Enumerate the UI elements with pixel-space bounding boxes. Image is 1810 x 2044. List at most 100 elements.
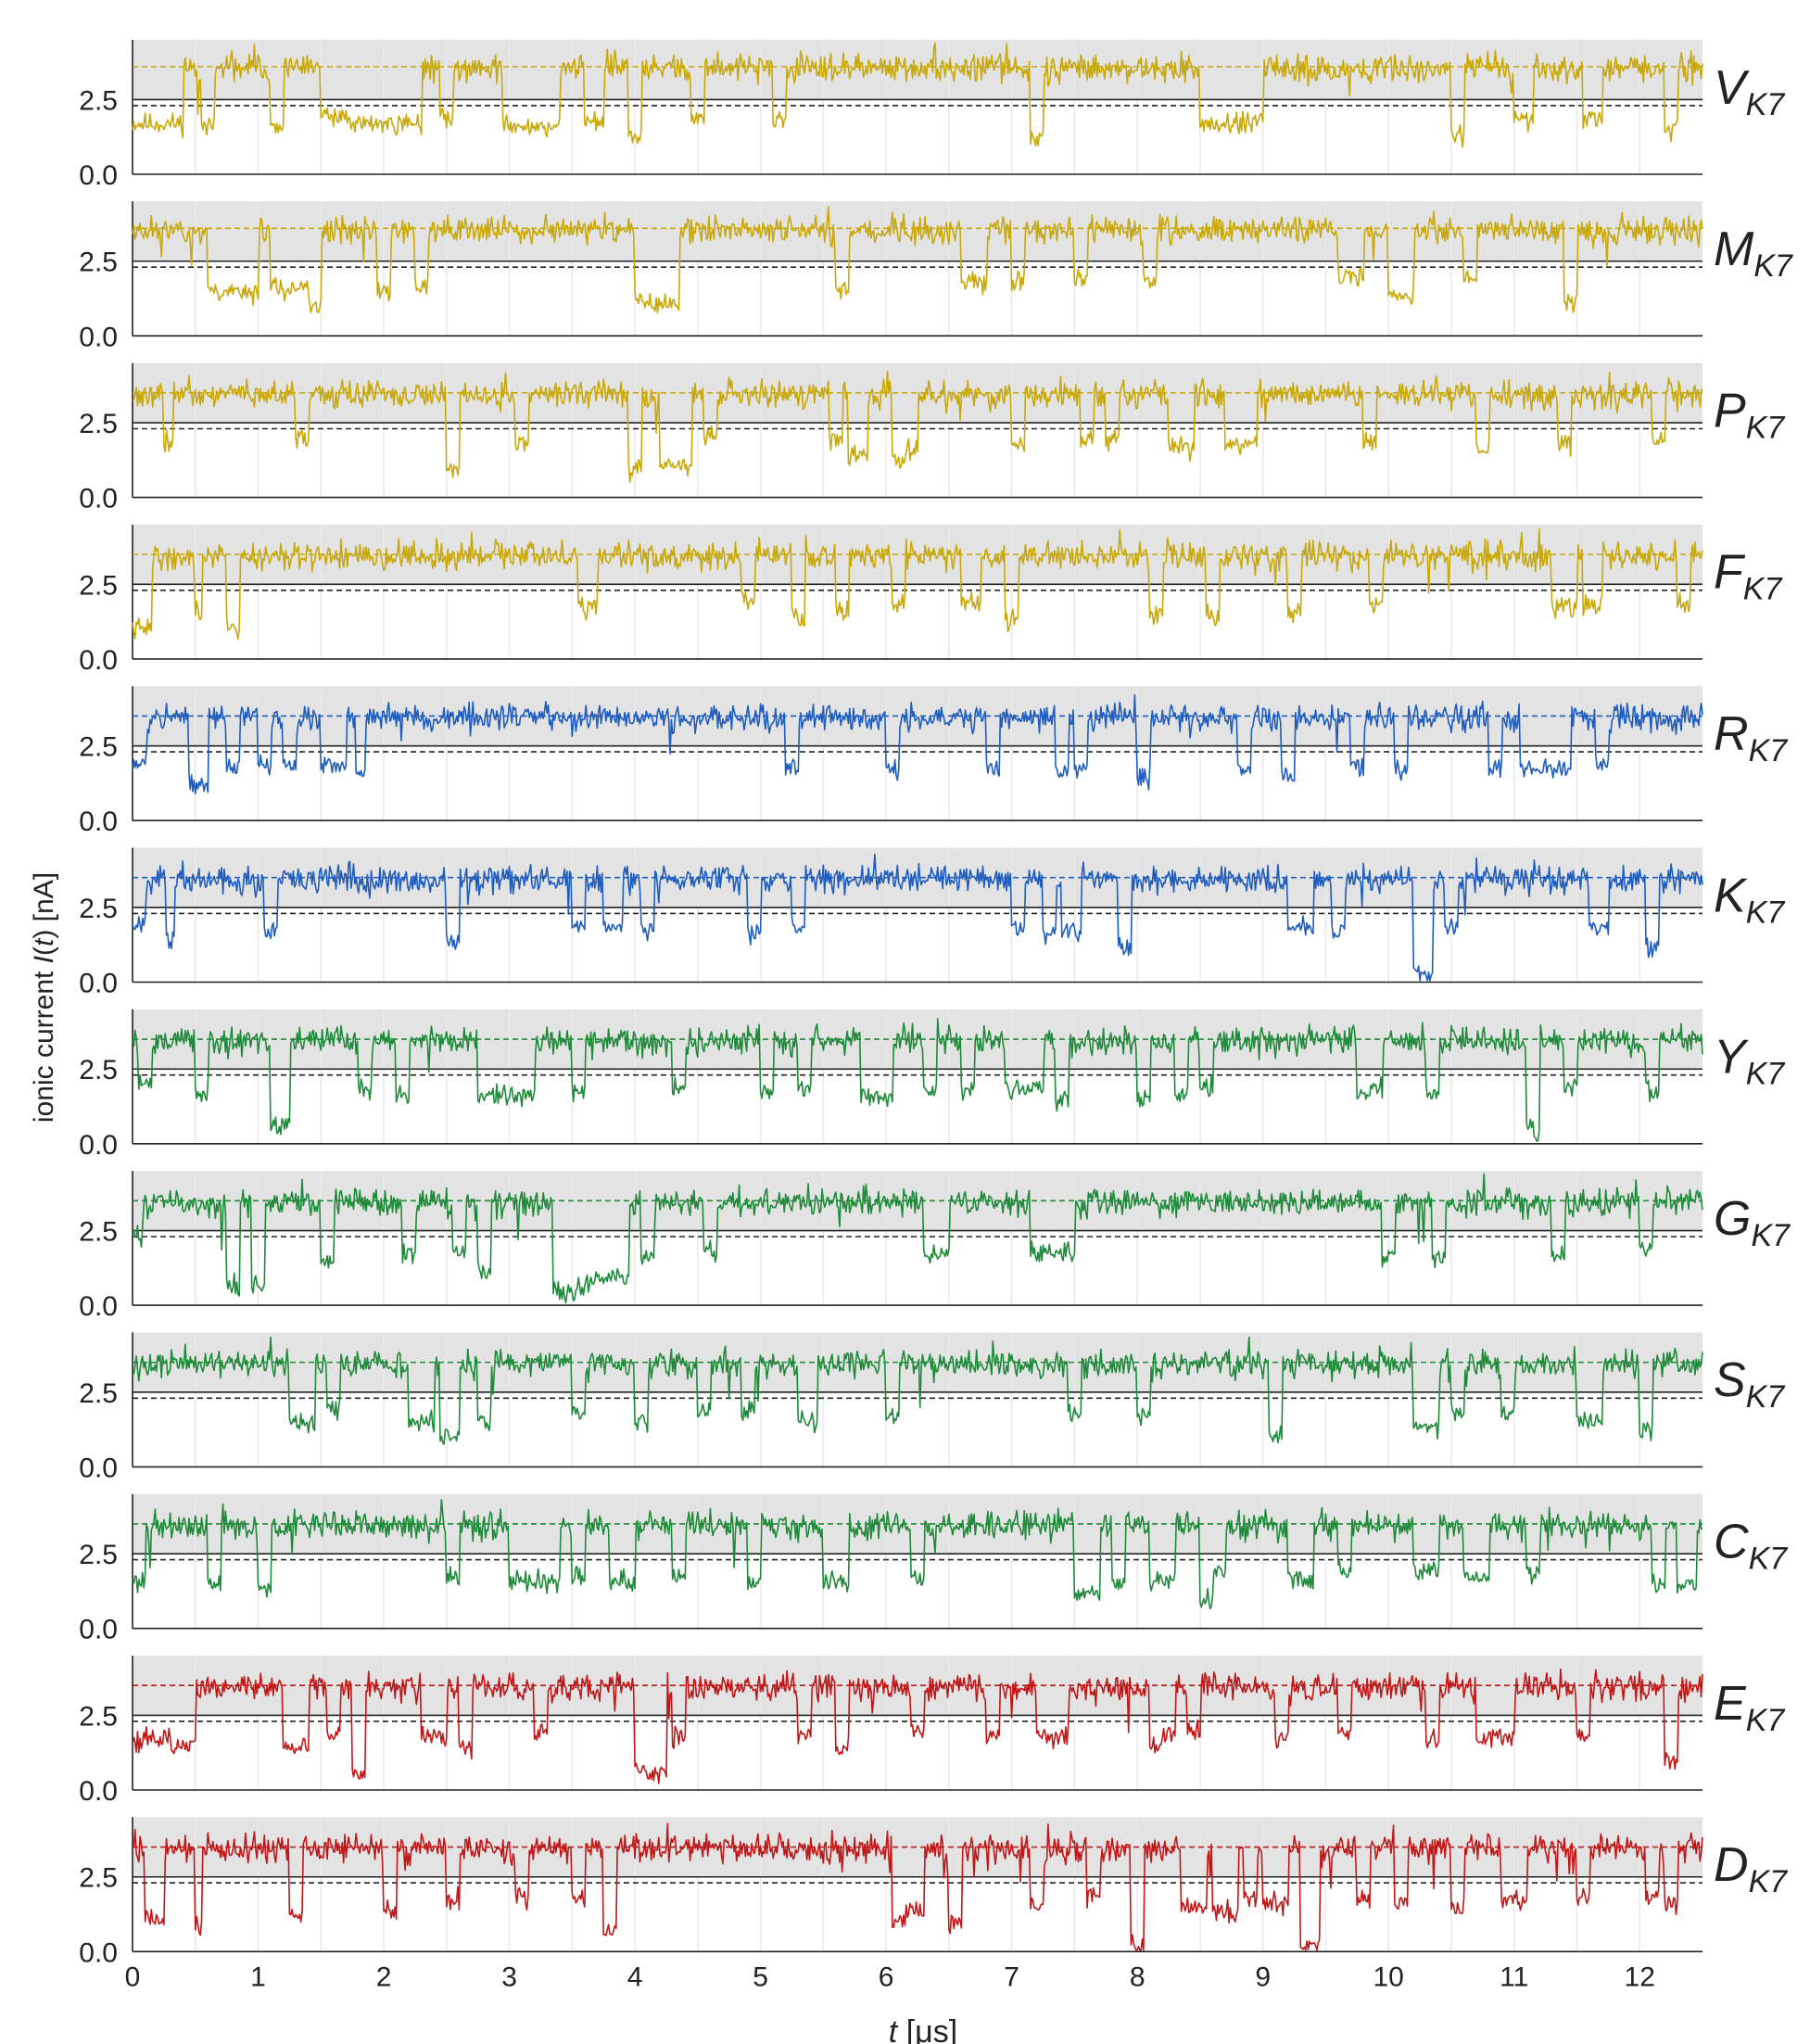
panel-f: 0.0 2.5 FK7 (79, 524, 1782, 676)
panel-v: 0.0 2.5 VK7 (79, 40, 1785, 191)
current-trace (132, 206, 1703, 314)
current-trace (132, 370, 1703, 484)
x-tick-label: 12 (1625, 1961, 1655, 1992)
panel-label-letter: C (1714, 1515, 1749, 1568)
panel-label-subscript: K7 (1749, 733, 1789, 768)
current-trace (132, 1336, 1703, 1445)
panel-label: RK7 (1714, 707, 1788, 768)
y-axis-label: ionic current I(t) [nA] (29, 872, 59, 1123)
x-tick-label: 5 (753, 1961, 768, 1992)
current-trace (132, 1018, 1703, 1142)
panel-label-letter: E (1714, 1677, 1747, 1731)
panel-label-letter: Y (1714, 1031, 1749, 1085)
y-tick-label: 0.0 (79, 322, 118, 352)
y-tick-label: 2.5 (79, 1540, 118, 1570)
y-tick-label: 0.0 (79, 1615, 118, 1645)
panel-label-subscript: K7 (1743, 572, 1783, 607)
y-tick-label: 0.0 (79, 1291, 118, 1322)
panel-m: 0.0 2.5 MK7 (79, 201, 1793, 352)
current-trace (132, 1499, 1703, 1610)
x-tick-label: 11 (1500, 1961, 1528, 1992)
panel-c: 0.0 2.5 CK7 (79, 1493, 1788, 1645)
y-tick-label: 0.0 (79, 1937, 118, 1968)
current-trace (132, 853, 1703, 982)
x-tick-label: 8 (1130, 1961, 1145, 1992)
y-tick-label: 2.5 (79, 1701, 118, 1732)
x-tick-label: 9 (1255, 1961, 1271, 1992)
panel-y: 0.0 2.5 YK7 (79, 1009, 1785, 1161)
x-tick-label: 4 (627, 1961, 643, 1992)
panel-label: MK7 (1714, 222, 1793, 284)
panel-label-subscript: K7 (1746, 1703, 1786, 1738)
panel-label-letter: P (1714, 384, 1746, 438)
panel-label-subscript: K7 (1753, 248, 1793, 284)
current-trace (132, 42, 1703, 148)
current-trace (132, 1822, 1703, 1951)
panel-d: 0.0 2.5 DK7 (79, 1817, 1788, 1968)
panel-s: 0.0 2.5 SK7 (79, 1332, 1785, 1483)
x-tick-label: 10 (1373, 1961, 1404, 1992)
x-axis: 0 1 2 3 4 5 6 7 8 9 10 11 12 t [μs] (125, 1961, 1655, 2044)
y-tick-label: 0.0 (79, 484, 118, 514)
y-tick-label: 0.0 (79, 806, 118, 837)
x-tick-label: 7 (1004, 1961, 1019, 1992)
y-tick-label: 2.5 (79, 1217, 118, 1248)
y-tick-label: 2.5 (79, 248, 118, 278)
panel-k: 0.0 2.5 KK7 (79, 847, 1785, 999)
y-tick-label: 2.5 (79, 1863, 118, 1894)
panel-label-letter: V (1714, 61, 1750, 115)
y-tick-label: 2.5 (79, 409, 118, 439)
panel-label: SK7 (1714, 1353, 1785, 1415)
panel-e: 0.0 2.5 EK7 (79, 1656, 1785, 1807)
current-trace (132, 1173, 1703, 1304)
panel-label-subscript: K7 (1751, 1218, 1791, 1253)
y-tick-label: 0.0 (79, 1776, 118, 1807)
x-tick-labels: 0 1 2 3 4 5 6 7 8 9 10 11 12 (125, 1961, 1655, 1992)
current-trace (132, 693, 1703, 795)
panel-label-subscript: K7 (1746, 1057, 1786, 1092)
y-tick-label: 2.5 (79, 1055, 118, 1085)
y-tick-label: 2.5 (79, 894, 118, 924)
y-tick-label: 0.0 (79, 1453, 118, 1483)
y-tick-label: 0.0 (79, 645, 118, 676)
y-tick-label: 2.5 (79, 1378, 118, 1409)
panel-label-letter: K (1714, 869, 1748, 922)
panel-label: KK7 (1714, 869, 1785, 930)
panel-label: VK7 (1714, 61, 1785, 122)
x-tick-label: 6 (879, 1961, 894, 1992)
panel-label-letter: G (1714, 1192, 1751, 1246)
y-tick-label: 0.0 (79, 160, 118, 191)
panel-label-subscript: K7 (1749, 1541, 1789, 1576)
panel-label: YK7 (1714, 1031, 1785, 1092)
panel-label: PK7 (1714, 384, 1785, 445)
panel-label-letter: R (1714, 707, 1749, 761)
panel-label-letter: S (1714, 1353, 1746, 1407)
current-trace (132, 1668, 1703, 1784)
panel-label: CK7 (1714, 1515, 1788, 1576)
panel-g: 0.0 2.5 GK7 (79, 1171, 1791, 1322)
x-tick-label: 2 (376, 1961, 392, 1992)
panel-r: 0.0 2.5 RK7 (79, 686, 1788, 837)
panel-label: EK7 (1714, 1677, 1785, 1738)
x-tick-label: 3 (501, 1961, 517, 1992)
x-tick-label: 1 (250, 1961, 266, 1992)
panel-label-subscript: K7 (1746, 1379, 1786, 1415)
panel-label: FK7 (1714, 546, 1782, 607)
y-tick-label: 2.5 (79, 732, 118, 763)
panel-label-subscript: K7 (1746, 87, 1786, 122)
panel-label-subscript: K7 (1746, 410, 1786, 445)
x-tick-label: 0 (125, 1961, 141, 1992)
x-axis-label: t [μs] (889, 2014, 957, 2044)
y-tick-label: 2.5 (79, 570, 118, 601)
y-tick-label: 0.0 (79, 1130, 118, 1161)
panel-label-subscript: K7 (1749, 1864, 1789, 1899)
y-tick-label: 2.5 (79, 85, 118, 116)
panel-label: GK7 (1714, 1192, 1791, 1253)
panel-label-letter: D (1714, 1838, 1749, 1892)
panel-p: 0.0 2.5 PK7 (79, 362, 1785, 514)
y-tick-label: 0.0 (79, 969, 118, 999)
panel-label-subscript: K7 (1746, 895, 1786, 930)
current-trace (132, 527, 1703, 641)
